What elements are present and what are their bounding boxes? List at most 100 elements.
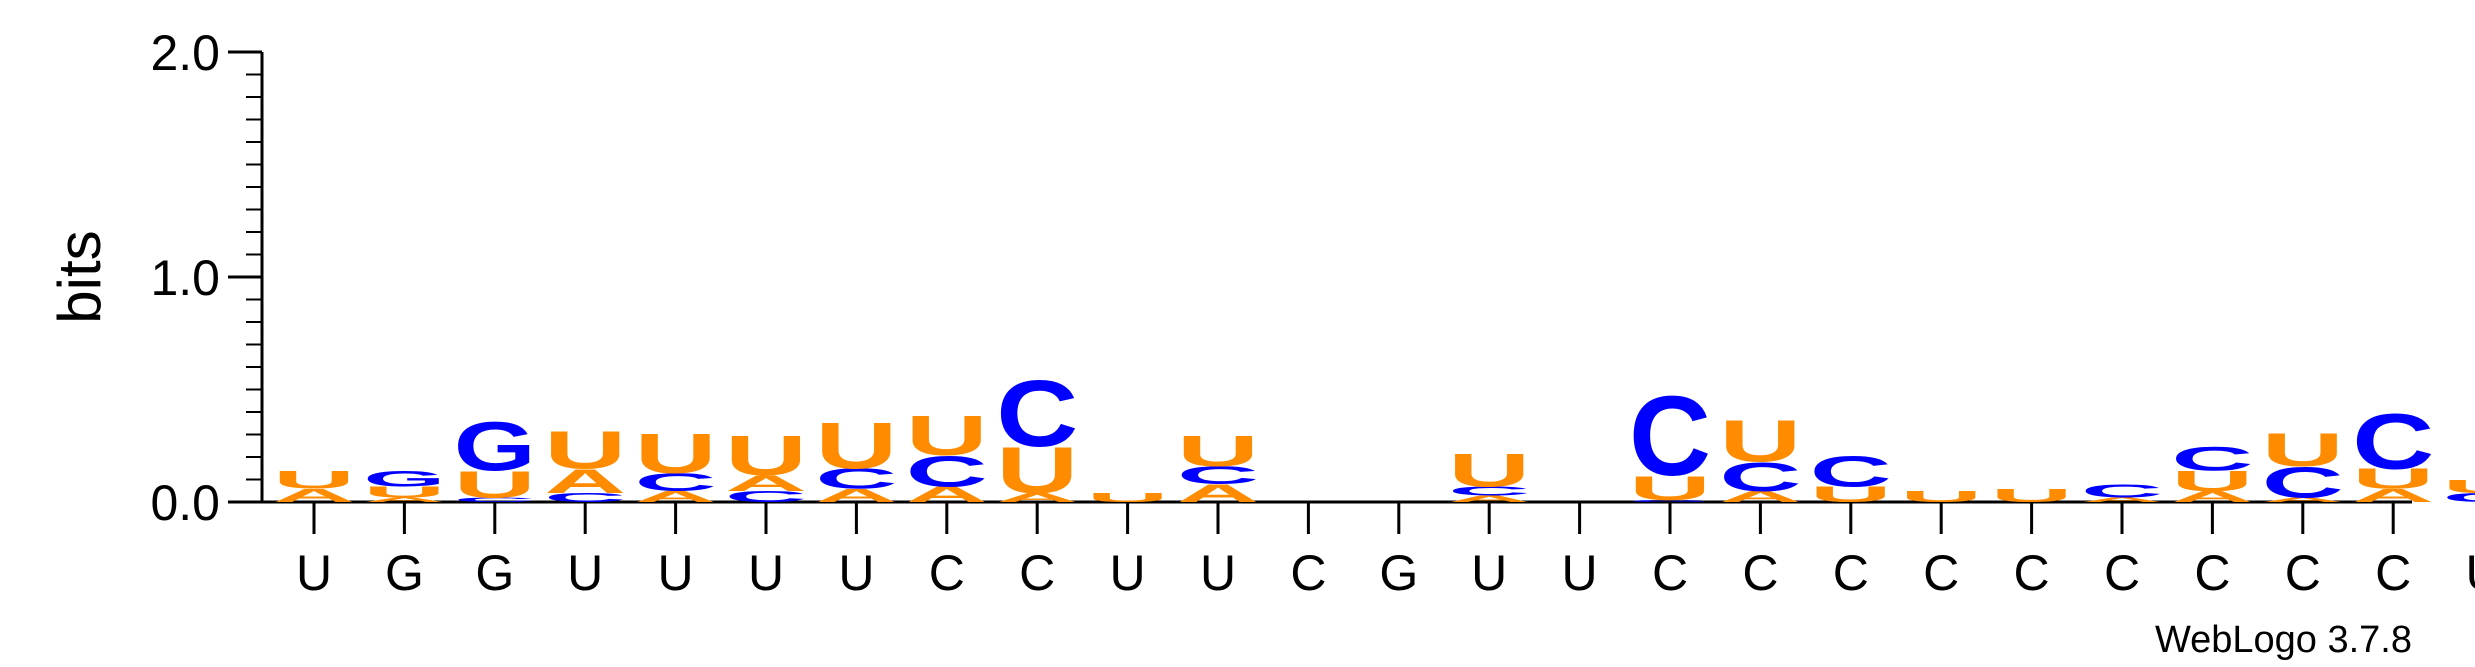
glyph-c: C <box>2352 397 2434 485</box>
svg-text:A: A <box>1719 488 1801 505</box>
y-tick-label: 2.0 <box>150 25 220 81</box>
glyph-a: A <box>363 496 445 503</box>
x-tick-label: C <box>1652 545 1688 601</box>
svg-text:U: U <box>635 422 717 485</box>
svg-text:C: C <box>1448 484 1530 498</box>
logo-stack: GUC <box>1629 373 1711 507</box>
glyph-u: U <box>906 404 988 467</box>
logo-stack: AUC <box>2352 397 2434 506</box>
glyph-c: C <box>635 468 717 496</box>
logo-stack: CAU <box>725 425 807 506</box>
glyph-u: U <box>1087 491 1169 505</box>
svg-text:U: U <box>1991 485 2073 506</box>
svg-text:A: A <box>906 482 988 506</box>
glyph-u: U <box>1719 408 1801 474</box>
svg-text:U: U <box>2262 424 2344 477</box>
svg-text:C: C <box>2081 481 2163 502</box>
x-tick-label: G <box>385 545 424 601</box>
svg-text:U: U <box>815 409 897 483</box>
glyph-c: C <box>544 491 626 505</box>
x-tick-label: G <box>475 545 514 601</box>
x-axis: UGGUUUUCCUUCGUUCCCCCCCCCU <box>262 500 2475 601</box>
glyph-u: U <box>544 420 626 480</box>
svg-text:U: U <box>363 484 445 501</box>
glyph-c: C <box>906 447 988 496</box>
svg-text:A: A <box>725 471 807 495</box>
x-tick-label: C <box>2194 545 2230 601</box>
svg-text:U: U <box>1900 488 1982 505</box>
logo-stack: ACU <box>2262 424 2344 508</box>
x-tick-label: C <box>1742 545 1778 601</box>
glyph-c: C <box>1177 462 1259 490</box>
x-tick-label: C <box>2285 545 2321 601</box>
glyph-c: C <box>815 463 897 495</box>
weblogo-credit: WebLogo 3.7.8 <box>2155 619 2412 661</box>
svg-text:C: C <box>2262 458 2344 507</box>
glyph-c: C <box>1629 373 1711 500</box>
glyph-u: U <box>1991 485 2073 506</box>
glyph-c: C <box>1448 484 1530 498</box>
svg-text:C: C <box>996 362 1078 467</box>
glyph-c: C <box>996 362 1078 467</box>
glyph-a: A <box>273 485 355 506</box>
svg-text:C: C <box>1177 462 1259 490</box>
svg-text:U: U <box>1629 468 1711 507</box>
glyph-c: C <box>2443 491 2475 505</box>
glyph-a: A <box>1448 494 1530 505</box>
glyph-c: C <box>725 488 807 505</box>
logo-stack: CU <box>2443 476 2475 505</box>
svg-text:U: U <box>996 433 1078 507</box>
logo-stack: ACU <box>815 409 897 507</box>
svg-text:A: A <box>815 485 897 506</box>
logo-stack: ACU <box>1448 444 1530 504</box>
glyph-a: A <box>2262 496 2344 503</box>
logo-stack: U <box>1991 485 2073 506</box>
logo-stack: ACU <box>1177 427 1259 508</box>
svg-text:U: U <box>1177 427 1259 476</box>
svg-text:U: U <box>906 404 988 467</box>
glyph-c: C <box>1810 447 1892 496</box>
svg-text:A: A <box>2171 488 2253 505</box>
glyph-u: U <box>273 466 355 494</box>
glyph-u: U <box>454 463 536 505</box>
svg-text:A: A <box>2262 496 2344 503</box>
y-tick-label: 0.0 <box>150 475 220 531</box>
svg-text:A: A <box>2081 496 2163 503</box>
glyph-a: A <box>635 488 717 505</box>
svg-text:U: U <box>1448 444 1530 497</box>
svg-text:A: A <box>2352 485 2434 506</box>
y-axis: 0.0 1.0 2.0 <box>150 25 264 531</box>
logo-stack: AUC <box>996 362 1078 507</box>
svg-text:C: C <box>2171 439 2253 478</box>
x-tick-label: U <box>1471 545 1507 601</box>
x-tick-label: G <box>1379 545 1418 601</box>
svg-text:U: U <box>2171 465 2253 497</box>
logo-stack: AC <box>2081 481 2163 504</box>
svg-text:C: C <box>454 496 536 503</box>
glyph-c: C <box>2262 458 2344 507</box>
svg-text:C: C <box>544 491 626 505</box>
svg-text:C: C <box>815 463 897 495</box>
x-tick-label: C <box>2104 545 2140 601</box>
glyph-c: C <box>454 496 536 503</box>
svg-text:U: U <box>2443 476 2475 497</box>
x-tick-label: U <box>2466 545 2475 601</box>
svg-text:U: U <box>544 420 626 480</box>
y-axis-label: bits <box>46 230 113 323</box>
x-tick-label: C <box>1833 545 1869 601</box>
svg-text:A: A <box>544 462 626 501</box>
logo-stack: ACU <box>906 404 988 507</box>
glyph-a: A <box>815 485 897 506</box>
svg-text:A: A <box>1177 480 1259 508</box>
svg-text:U: U <box>725 425 807 488</box>
glyph-a: A <box>996 491 1078 505</box>
logo-stack: UC <box>1810 447 1892 507</box>
glyph-c: C <box>2171 439 2253 478</box>
glyph-c: C <box>1719 454 1801 499</box>
glyph-u: U <box>725 425 807 488</box>
svg-text:G: G <box>1629 499 1711 502</box>
glyph-a: A <box>906 482 988 506</box>
svg-text:G: G <box>454 408 536 486</box>
svg-text:U: U <box>1087 491 1169 505</box>
